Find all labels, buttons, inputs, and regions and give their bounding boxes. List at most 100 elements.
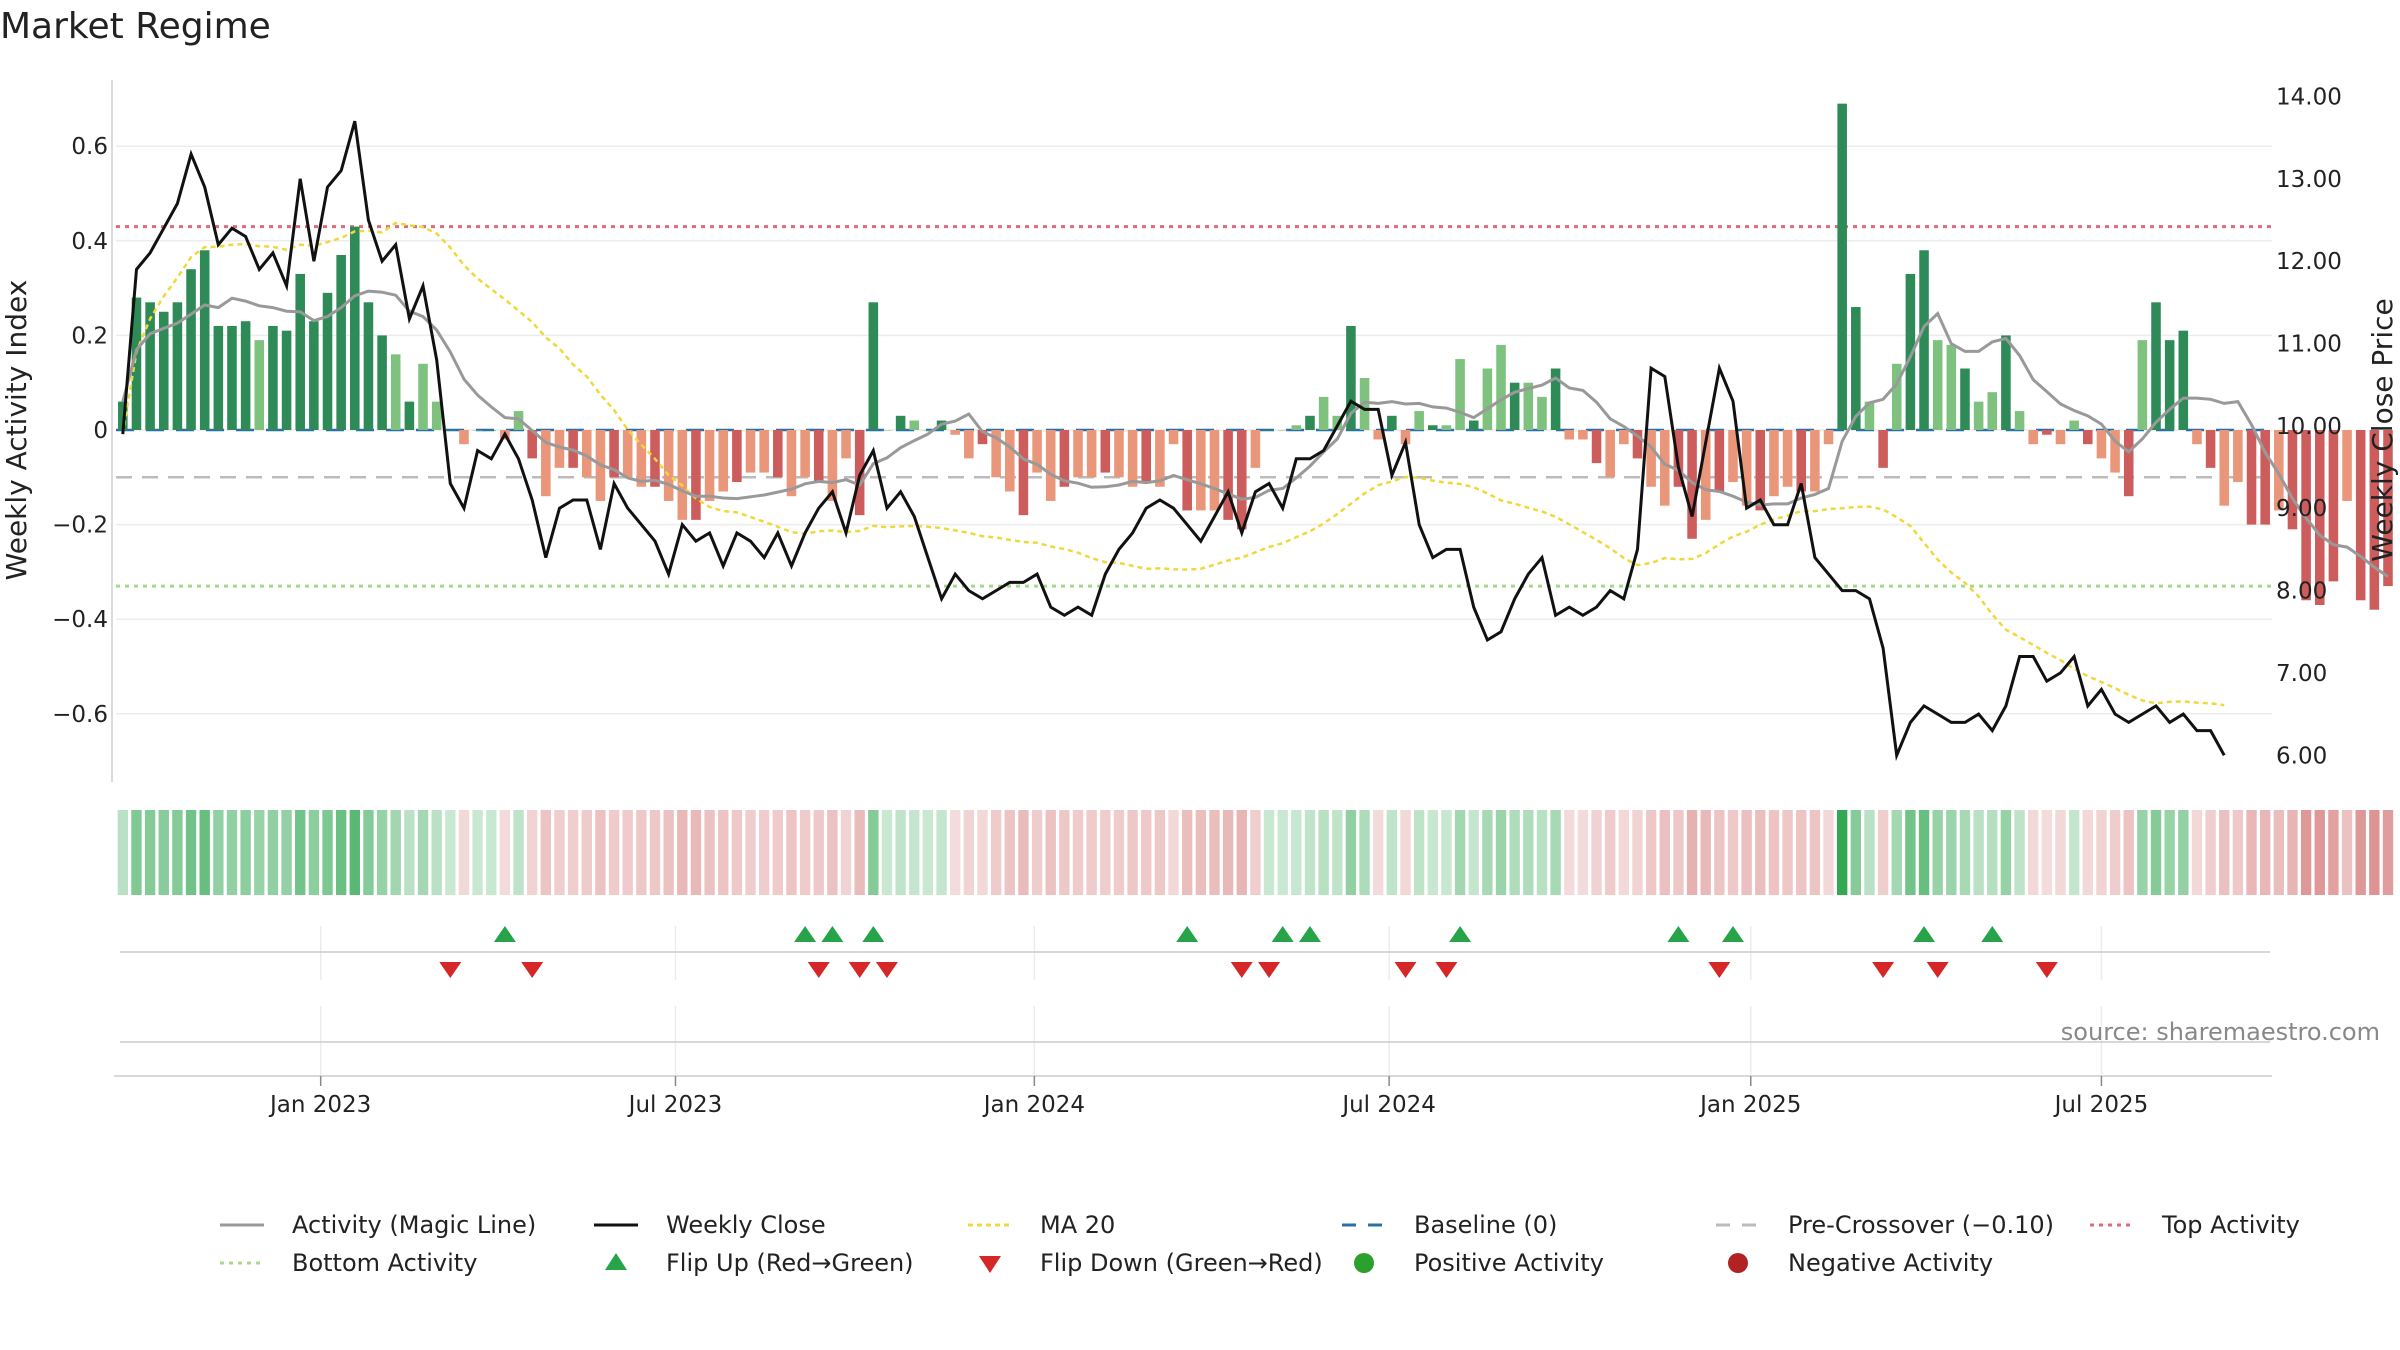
activity-bar	[1619, 430, 1629, 445]
regime-strip-cell	[799, 810, 811, 895]
regime-strip-cell	[1359, 810, 1370, 895]
flip-up-marker	[1981, 926, 2004, 942]
flip-down-marker	[1435, 962, 1458, 978]
regime-strip-cell	[158, 810, 169, 895]
regime-strip-cell	[117, 810, 129, 895]
flip-down-marker	[1230, 962, 1253, 978]
right-y-tick-label: 12.00	[2276, 249, 2342, 275]
legend-item-bottom-activity: Bottom Activity	[220, 1249, 477, 1277]
regime-strip-cell	[2014, 810, 2025, 895]
activity-bar	[868, 302, 879, 430]
activity-bar	[309, 321, 319, 430]
regime-strip-cell	[1386, 810, 1398, 895]
regime-strip-cell	[595, 810, 606, 895]
regime-strip-cell	[1495, 810, 1507, 895]
activity-bar	[2342, 430, 2352, 501]
activity-bar	[718, 430, 729, 492]
activity-bar	[213, 325, 224, 430]
regime-strip-cell	[718, 810, 729, 895]
regime-strip-cell	[2150, 810, 2162, 895]
flip-down-marker	[1872, 962, 1895, 978]
regime-strip-cell	[1209, 810, 1220, 895]
regime-strip-cell	[909, 810, 920, 895]
activity-bar	[527, 430, 537, 459]
regime-strip-cell	[1700, 810, 1711, 895]
regime-strip-cell	[1823, 810, 1834, 895]
activity-bar	[1823, 430, 1834, 445]
activity-bar	[1400, 430, 1411, 445]
activity-bar	[1960, 368, 1970, 430]
regime-strip-cell	[2259, 810, 2271, 895]
activity-bar	[1523, 382, 1534, 430]
regime-strip-cell	[1468, 810, 1479, 895]
activity-bar	[186, 269, 196, 430]
regime-strip-cell	[1345, 810, 1357, 895]
legend-item-close: Weekly Close	[594, 1211, 826, 1239]
activity-bar	[800, 430, 810, 478]
activity-bar	[841, 430, 851, 459]
regime-strip-cell	[417, 810, 429, 895]
activity-bar	[158, 311, 169, 430]
regime-strip-cell	[2041, 810, 2053, 895]
regime-strip-cell	[1236, 810, 1247, 895]
legend-item-baseline: Baseline (0)	[1342, 1211, 1557, 1239]
regime-strip-cell	[2287, 810, 2298, 895]
activity-bar	[1455, 359, 1465, 430]
regime-strip-cell	[2369, 810, 2380, 895]
activity-bar	[1277, 430, 1288, 431]
legend-item-negative-dot: Negative Activity	[1728, 1249, 1993, 1277]
activity-bar	[2192, 430, 2202, 445]
activity-bar	[1428, 425, 1438, 430]
activity-bar	[1059, 430, 1070, 487]
regime-strip-cell	[199, 810, 210, 895]
activity-bar	[1141, 430, 1152, 483]
activity-bar	[1591, 430, 1602, 464]
regime-strip-cell	[1918, 810, 1930, 895]
regime-strip-cell	[1400, 810, 1411, 895]
regime-strip-cell	[527, 810, 538, 895]
regime-strip-cell	[636, 810, 647, 895]
activity-bar	[1073, 430, 1083, 478]
legend-label: Positive Activity	[1414, 1249, 1604, 1277]
regime-strip-cell	[1059, 810, 1070, 895]
activity-bar	[336, 255, 346, 430]
regime-strip-cell	[1905, 810, 1916, 895]
activity-bar	[2151, 302, 2161, 430]
regime-strip-cell	[1100, 810, 1111, 895]
weekly-close-line	[121, 120, 2226, 762]
activity-bar	[1305, 415, 1315, 430]
activity-bar	[1468, 420, 1479, 430]
activity-bar	[363, 302, 374, 430]
left-y-tick-label: −0.4	[52, 607, 108, 633]
activity-bar	[2110, 430, 2120, 473]
activity-bar	[895, 415, 906, 430]
legend-label: Negative Activity	[1788, 1249, 1993, 1277]
x-tick-label: Jul 2024	[1340, 1092, 1436, 1118]
legend-swatch-dot	[1728, 1253, 1748, 1273]
activity-bar	[1550, 368, 1561, 430]
legend-label: Baseline (0)	[1414, 1211, 1557, 1239]
flip-down-marker	[439, 962, 462, 978]
regime-strip-cell	[731, 810, 743, 895]
regime-strip-cell	[1427, 810, 1438, 895]
activity-bar	[1851, 307, 1861, 430]
legend-item-positive-dot: Positive Activity	[1354, 1249, 1604, 1277]
activity-bar	[2301, 430, 2311, 601]
activity-bar	[1414, 411, 1424, 430]
reference-lines	[116, 225, 2272, 588]
regime-strip-cell	[472, 810, 483, 895]
activity-bar	[1932, 340, 1943, 430]
regime-strip-cell	[1154, 810, 1166, 895]
activity-bar	[295, 273, 305, 430]
regime-strip-cell	[1263, 810, 1275, 895]
regime-strip-cell	[226, 810, 238, 895]
regime-strip-cell	[1727, 810, 1739, 895]
activity-bar	[691, 430, 701, 520]
flip-down-marker	[807, 962, 830, 978]
regime-strip-cell	[1987, 810, 1998, 895]
activity-bar	[445, 430, 456, 431]
activity-bar	[2178, 330, 2189, 430]
regime-strip-cell	[622, 810, 633, 895]
regime-strip-cell	[2109, 810, 2121, 895]
regime-strip-cell	[922, 810, 934, 895]
